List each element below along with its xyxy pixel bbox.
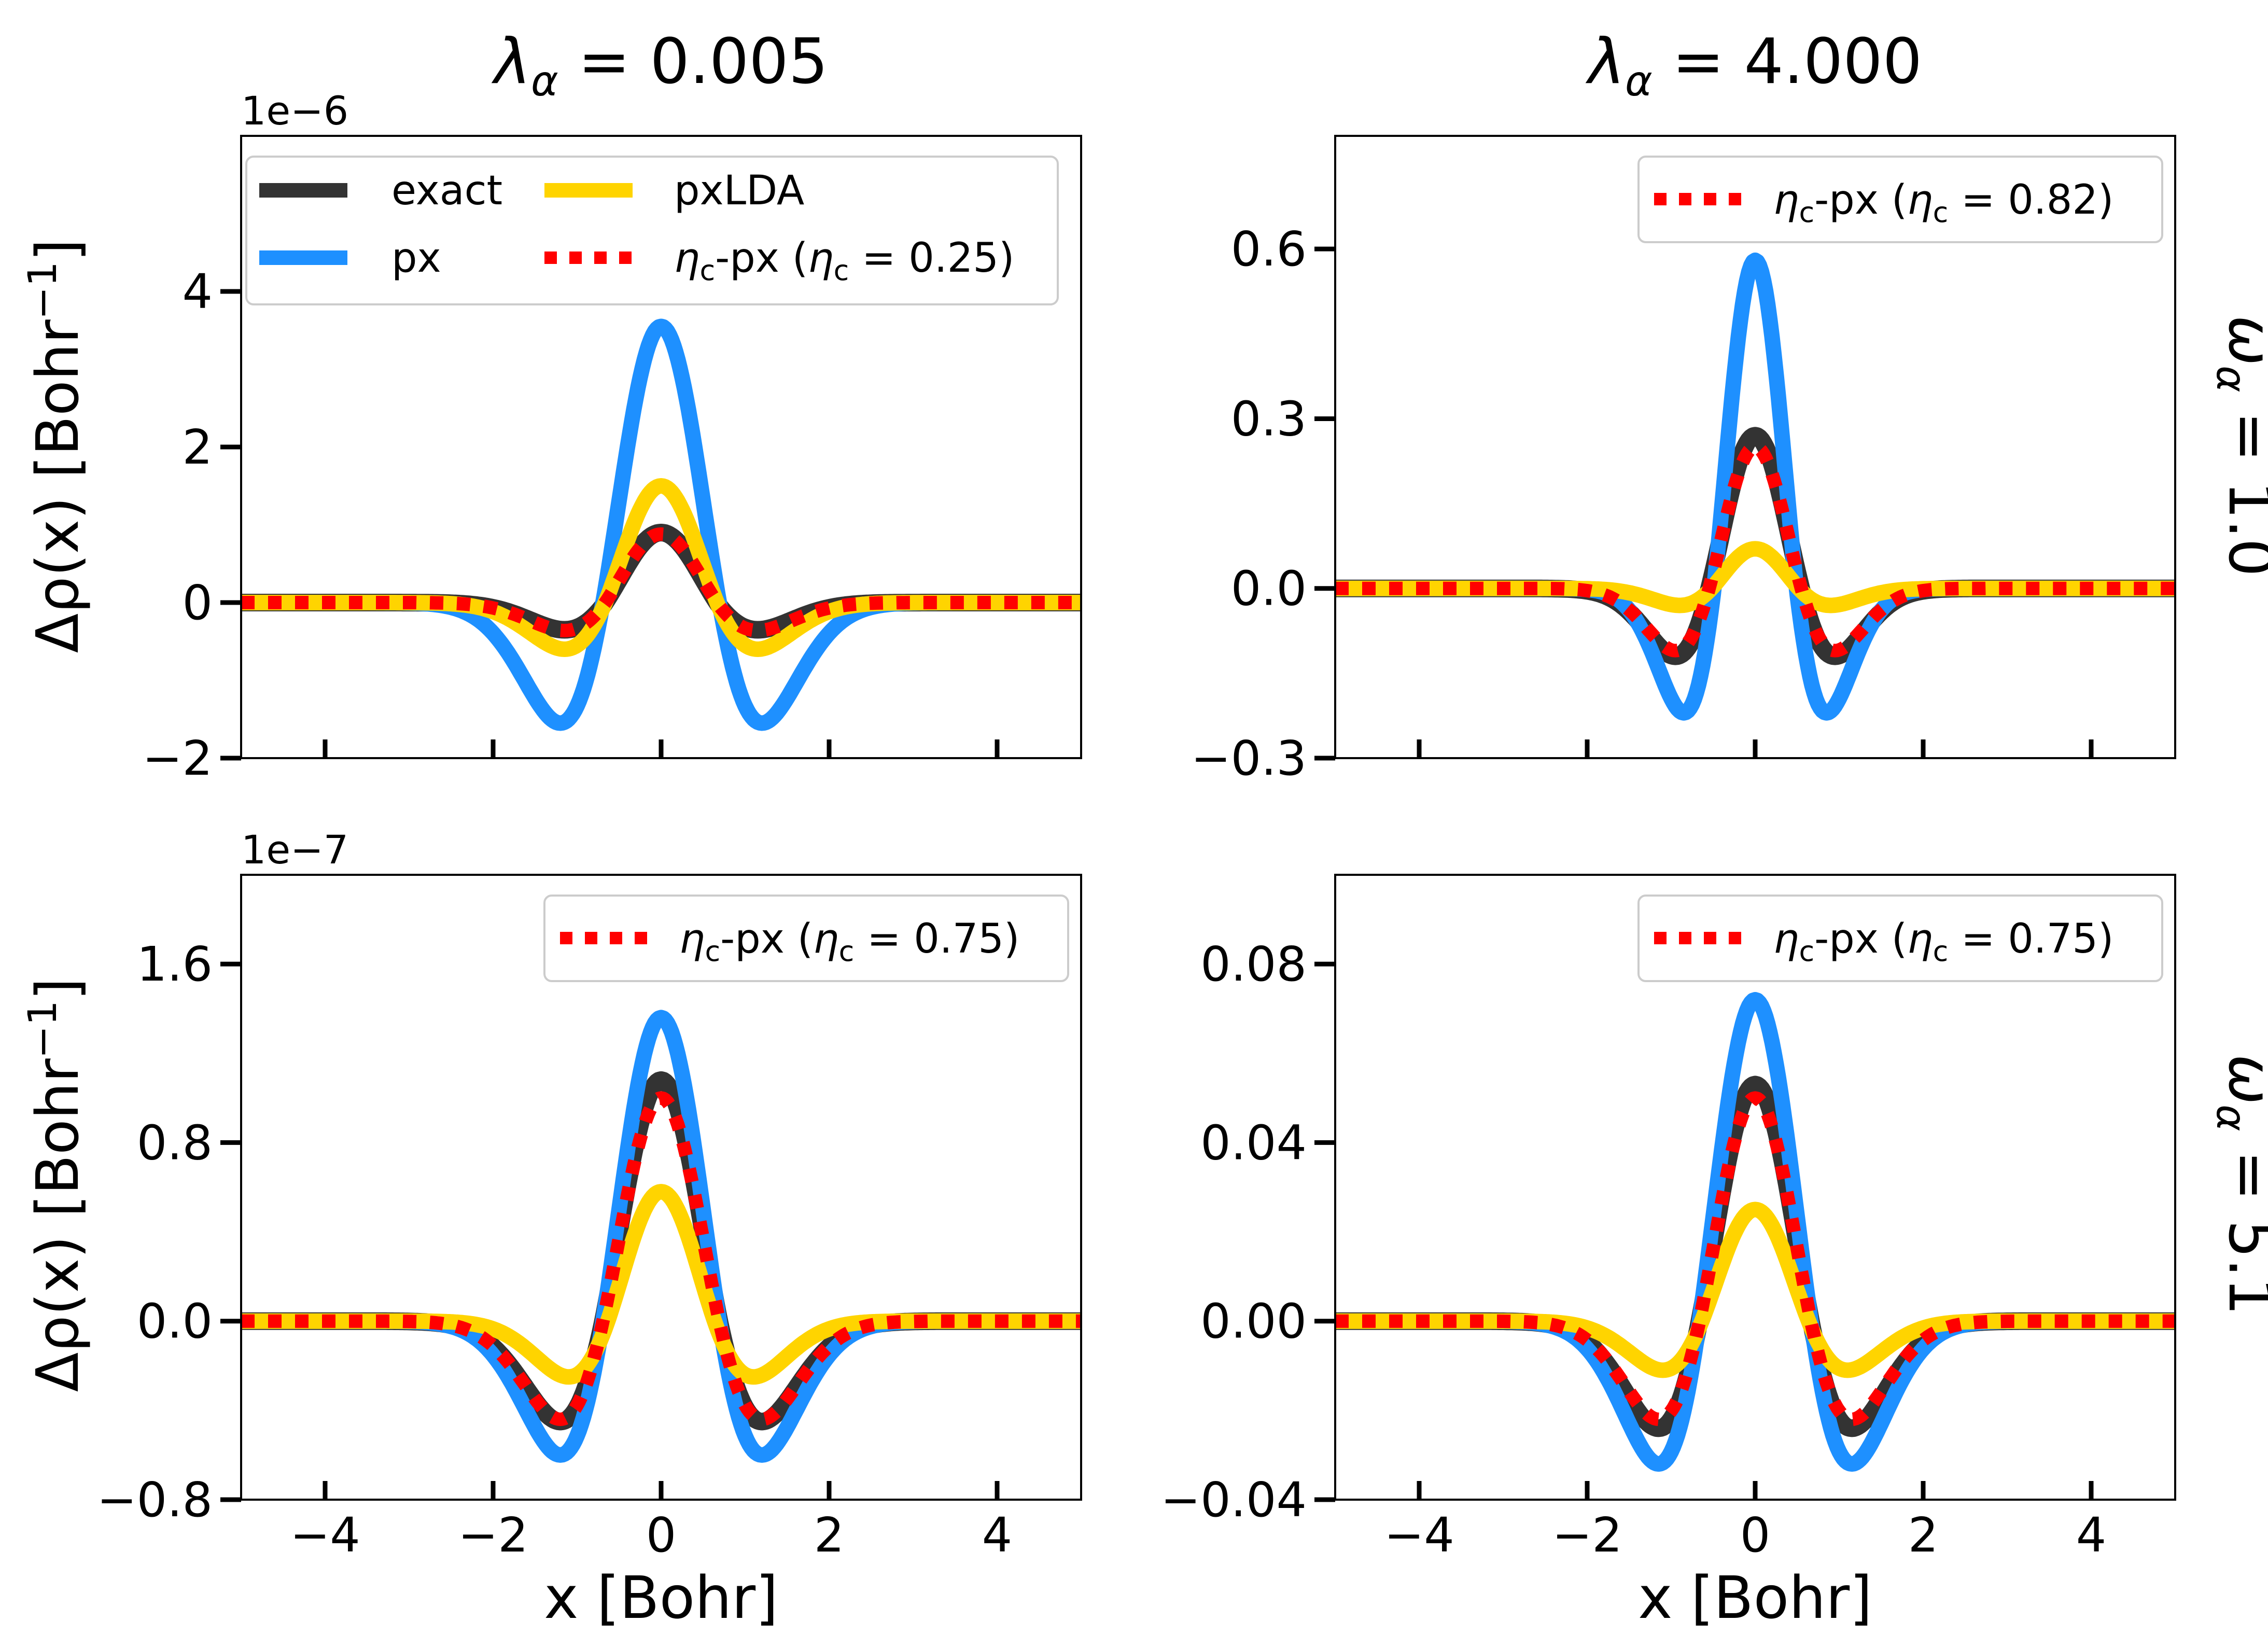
series-line-etac xyxy=(241,527,1081,637)
chart-panel-bottom-right: −0.04 0.00 0.04 0.08 −4 −2 0 2 4 ηc-px (ηc = 0.75… xyxy=(1160,874,2176,1563)
y-tick-label: 0.0 xyxy=(1231,561,1307,617)
x-tick-label: −4 xyxy=(290,1507,360,1563)
series-line-px xyxy=(1335,253,2175,721)
series-group xyxy=(1335,992,2175,1472)
offset-text: 1e−7 xyxy=(241,827,348,873)
column-title-2: λα = 4.000 xyxy=(1585,26,1922,105)
svg-text:ωα = 5.1: ωα = 5.1 xyxy=(2207,1054,2268,1316)
column-title-1: λα = 0.005 xyxy=(491,26,828,105)
y-tick-label: −0.3 xyxy=(1191,731,1307,786)
panels: −2 0 2 4 1e−6 exact pxLDA px ηc-px (ηc = 0.25) −0… xyxy=(97,88,2176,1563)
series-line-exact xyxy=(241,524,1081,639)
series-line-etac xyxy=(1335,1091,2175,1427)
y-tick-label: 0.0 xyxy=(137,1294,213,1349)
y-axis-title-2: Δρ(x) [Bohr−1] xyxy=(19,978,92,1392)
legend: exact pxLDA px ηc-px (ηc = 0.25) xyxy=(245,156,1059,305)
x-tick-label: 4 xyxy=(982,1507,1013,1563)
y-axis-title-1: Δρ(x) [Bohr−1] xyxy=(19,239,92,653)
y-tick-label: 0.08 xyxy=(1200,937,1307,992)
y-tick-label: 2 xyxy=(182,420,213,475)
series-line-pxLDA xyxy=(241,1184,1081,1385)
series-group xyxy=(241,318,1081,731)
legend-box xyxy=(1637,156,2163,243)
chart-panel-top-left: −2 0 2 4 1e−6 exact pxLDA px ηc-px (ηc = 0.25) xyxy=(142,88,1082,786)
x-axis-title-1: x [Bohr] xyxy=(544,1564,778,1632)
legend: ηc-px (ηc = 0.82) xyxy=(1637,156,2163,243)
legend-label: pxLDA xyxy=(674,167,804,214)
series-line-exact xyxy=(241,1071,1081,1431)
y-tick-label: −0.04 xyxy=(1160,1472,1307,1528)
legend-box xyxy=(1637,895,2163,982)
x-tick-label: 2 xyxy=(1908,1507,1939,1563)
x-tick-label: 0 xyxy=(646,1507,677,1563)
series-group xyxy=(1335,253,2175,721)
x-tick-label: −4 xyxy=(1384,1507,1454,1563)
series-line-px xyxy=(1335,992,2175,1472)
y-tick-label: 0.8 xyxy=(137,1115,213,1170)
y-tick-label: 0.3 xyxy=(1231,391,1307,446)
x-axis-title-2: x [Bohr] xyxy=(1638,1564,1872,1632)
chart-panel-top-right: −0.3 0.0 0.3 0.6 ηc-px (ηc = 0.82) xyxy=(1191,135,2176,786)
series-line-exact xyxy=(1335,1075,2175,1437)
y-tick-label: −0.8 xyxy=(97,1472,213,1528)
legend-box xyxy=(543,895,1069,982)
x-tick-label: 2 xyxy=(814,1507,845,1563)
x-tick-label: −2 xyxy=(458,1507,528,1563)
y-tick-label: 0.04 xyxy=(1200,1115,1307,1170)
y-tick-label: 1.6 xyxy=(137,937,213,992)
y-tick-label: 0.00 xyxy=(1200,1294,1307,1349)
offset-text: 1e−6 xyxy=(241,88,348,134)
row-title-2: ωα = 5.1 xyxy=(2207,1054,2268,1316)
row-title-1: ωα = 1.0 xyxy=(2207,315,2268,577)
svg-text:Δρ(x) [Bohr−1]: Δρ(x) [Bohr−1] xyxy=(19,239,92,653)
legend: ηc-px (ηc = 0.75) xyxy=(1637,895,2163,982)
legend-box xyxy=(245,156,1059,305)
series-group xyxy=(241,1010,1081,1463)
legend-label: px xyxy=(391,235,441,282)
series-line-etac xyxy=(1335,440,2175,658)
legend-label: ηc-px (ηc = 0.75) xyxy=(1773,916,2113,968)
svg-text:ωα = 1.0: ωα = 1.0 xyxy=(2207,315,2268,577)
legend-label: ηc-px (ηc = 0.25) xyxy=(674,235,1014,287)
series-line-etac xyxy=(241,1091,1081,1427)
svg-text:Δρ(x) [Bohr−1]: Δρ(x) [Bohr−1] xyxy=(19,978,92,1392)
y-tick-label: 0.6 xyxy=(1231,221,1307,277)
x-tick-label: −2 xyxy=(1552,1507,1622,1563)
series-line-pxLDA xyxy=(241,478,1081,657)
legend-label: ηc-px (ηc = 0.75) xyxy=(679,916,1019,968)
chart-panel-bottom-left: −0.8 0.0 0.8 1.6 −4 −2 0 2 4 1e−7 ηc-px (ηc = 0.75… xyxy=(97,827,1082,1563)
y-tick-label: 4 xyxy=(182,264,213,319)
legend: ηc-px (ηc = 0.75) xyxy=(543,895,1069,982)
y-tick-label: 0 xyxy=(182,575,213,631)
x-tick-label: 0 xyxy=(1740,1507,1771,1563)
x-tick-label: 4 xyxy=(2076,1507,2107,1563)
legend-label: exact xyxy=(391,167,502,214)
y-tick-label: −2 xyxy=(142,731,213,786)
series-line-pxLDA xyxy=(1335,1201,2175,1378)
legend-label: ηc-px (ηc = 0.82) xyxy=(1773,177,2113,229)
